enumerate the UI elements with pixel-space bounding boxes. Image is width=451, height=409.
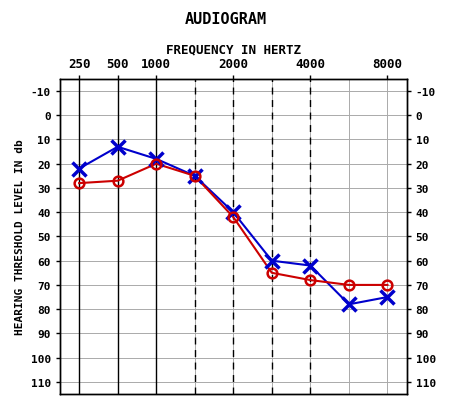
Title: FREQUENCY IN HERTZ: FREQUENCY IN HERTZ (166, 44, 301, 56)
Y-axis label: HEARING THRESHOLD LEVEL IN db: HEARING THRESHOLD LEVEL IN db (15, 139, 25, 335)
Text: AUDIOGRAM: AUDIOGRAM (184, 12, 267, 27)
